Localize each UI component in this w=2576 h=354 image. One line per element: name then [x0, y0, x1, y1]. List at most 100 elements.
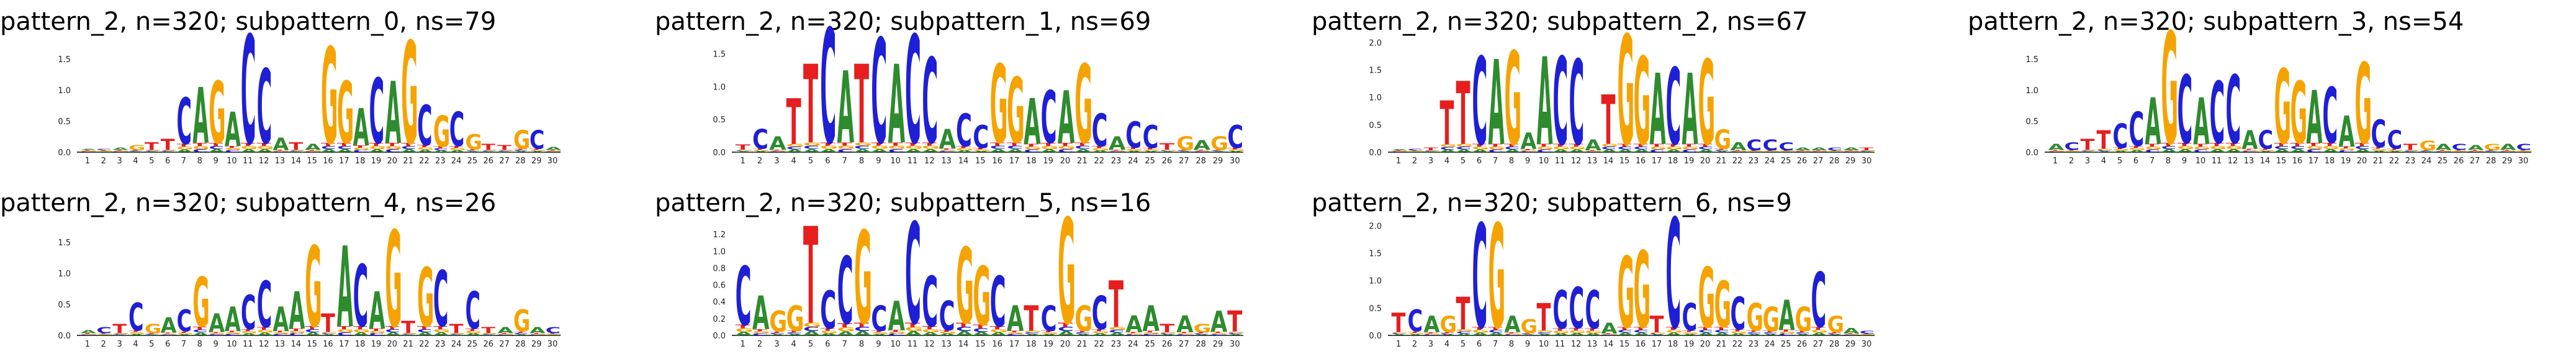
logo-letter-t: T	[2194, 143, 2209, 147]
logo-letter-c: C	[2355, 145, 2371, 150]
logo-letter-g: G	[752, 150, 770, 152]
logo-letter-a: A	[546, 334, 562, 335]
logo-letter-c: C	[905, 194, 921, 354]
logo-letter-t: T	[1811, 150, 1826, 152]
logo-letter-t: T	[1779, 150, 1794, 152]
logo-letter-t: T	[112, 150, 127, 151]
logo-letter-g: G	[1779, 151, 1796, 152]
logo-letter-g: G	[769, 150, 787, 152]
logo-letter-a: A	[257, 332, 273, 336]
logo-letter-t: T	[466, 149, 480, 150]
logo-letter-t: T	[1408, 150, 1423, 152]
logo-letter-g: G	[1125, 333, 1143, 335]
logo-letter-c: C	[1058, 326, 1074, 333]
x-tick-label: 30	[547, 157, 558, 166]
x-tick-label: 25	[467, 157, 478, 166]
logo-letter-g: G	[192, 265, 209, 343]
logo-letter-a: A	[1176, 311, 1193, 338]
logo-letter-a: A	[449, 334, 466, 335]
logo-letter-g: G	[1109, 326, 1127, 330]
x-tick-label: 3	[1428, 340, 1433, 349]
logo-letter-a: A	[1472, 148, 1488, 153]
logo-letter-t: T	[2065, 150, 2079, 151]
logo-letter-t: T	[1827, 150, 1842, 152]
logo-letter-t: T	[81, 333, 96, 334]
logo-letter-g: G	[1176, 133, 1194, 154]
y-tick-label: 0.5	[713, 116, 726, 125]
logo-letter-c: C	[497, 334, 513, 335]
logo-letter-c: C	[209, 334, 224, 336]
x-tick-label: 12	[259, 157, 269, 166]
logo-letter-g: G	[990, 329, 1008, 334]
y-tick-label: 1.0	[713, 247, 726, 256]
logo-letter-t: T	[854, 42, 869, 168]
logo-letter-g: G	[1795, 151, 1813, 152]
x-tick-label: 21	[403, 340, 413, 349]
logo-letter-g: G	[1666, 146, 1683, 150]
logo-letter-t: T	[305, 150, 320, 151]
logo-letter-a: A	[2048, 142, 2065, 152]
logo-letter-a: A	[973, 331, 990, 337]
logo-letter-a: A	[529, 325, 546, 335]
logo-letter-c: C	[1194, 151, 1210, 152]
logo-letter-c: C	[2129, 102, 2145, 157]
logo-letter-t: T	[1827, 332, 1842, 334]
y-tick-label: 0.0	[2025, 148, 2038, 158]
logo-letter-t: T	[2452, 150, 2467, 151]
logo-letter-a: A	[192, 332, 209, 337]
logo-letter-t: T	[2516, 150, 2531, 151]
logo-letter-c: C	[2403, 150, 2419, 152]
x-tick-label: 15	[307, 340, 317, 349]
x-tick-label: 23	[435, 157, 446, 166]
logo-letter-a: A	[2065, 151, 2081, 152]
logo-letter-g: G	[736, 327, 754, 333]
x-tick-label: 23	[435, 340, 446, 349]
x-tick-label: 18	[355, 157, 366, 166]
x-tick-label: 21	[1716, 340, 1727, 349]
logo-letter-c: C	[417, 329, 433, 334]
logo-letter-t: T	[273, 330, 288, 333]
x-tick-label: 6	[165, 157, 170, 166]
x-tick-label: 29	[1213, 340, 1223, 349]
logo-letter-t: T	[96, 333, 111, 334]
x-tick-label: 5	[1461, 340, 1466, 349]
x-tick-label: 5	[149, 157, 154, 166]
logo-letter-c: C	[1408, 148, 1423, 150]
x-tick-label: 6	[825, 157, 830, 166]
logo-letter-c: C	[1440, 333, 1456, 335]
logo-letter-t: T	[2436, 150, 2451, 151]
logo-letter-g: G	[956, 227, 974, 348]
logo-letter-g: G	[2452, 150, 2469, 152]
logo-letter-g: G	[1143, 149, 1161, 152]
logo-letter-t: T	[2323, 142, 2338, 147]
logo-letter-g: G	[1440, 143, 1457, 148]
logo-letter-a: A	[401, 148, 417, 153]
logo-letter-a: A	[1210, 305, 1227, 338]
logo-letter-c: C	[1634, 146, 1649, 150]
x-tick-label: 12	[1571, 340, 1582, 349]
logo-letter-t: T	[353, 145, 368, 148]
x-tick-label: 1	[85, 340, 90, 349]
x-tick-label: 21	[1716, 157, 1727, 166]
logo-letter-g: G	[96, 334, 113, 335]
logo-letter-g: G	[513, 304, 530, 339]
logo-letter-t: T	[1125, 147, 1140, 150]
x-tick-label: 4	[133, 340, 138, 349]
logo-letter-a: A	[1092, 150, 1109, 153]
x-tick-label: 26	[483, 340, 493, 349]
logo-letter-g: G	[209, 63, 225, 163]
logo-letter-t: T	[2339, 146, 2354, 149]
logo-letter-t: T	[128, 330, 143, 332]
logo-letter-c: C	[1779, 333, 1795, 336]
logo-letter-g: G	[257, 329, 274, 334]
logo-letter-g: G	[2290, 63, 2308, 163]
x-tick-label: 4	[791, 340, 796, 349]
logo-letter-c: C	[385, 148, 400, 153]
logo-letter-a: A	[1827, 334, 1844, 336]
logo-letter-t: T	[736, 324, 751, 330]
logo-letter-g: G	[837, 327, 855, 333]
logo-letter-t: T	[2097, 125, 2111, 155]
logo-letter-t: T	[1714, 148, 1729, 150]
logo-letter-a: A	[449, 150, 466, 153]
